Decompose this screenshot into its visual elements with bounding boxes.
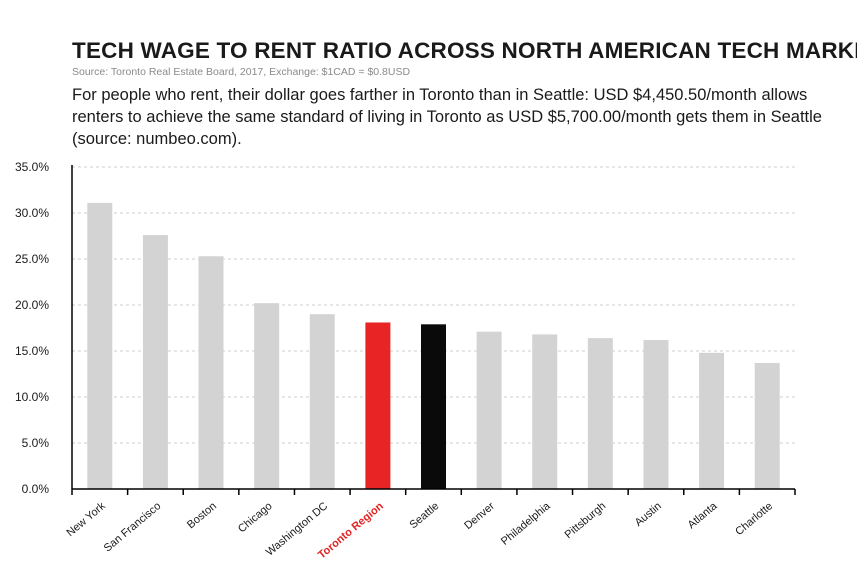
x-category-label: New York: [64, 500, 108, 539]
x-category-label: Atlanta: [686, 500, 721, 532]
y-tick-label: 30.0%: [15, 206, 49, 220]
bar: [699, 352, 725, 489]
bar: [365, 322, 391, 489]
y-tick-label: 10.0%: [15, 390, 49, 404]
x-category-label: San Francisco: [102, 500, 164, 554]
bar: [142, 235, 168, 489]
bar: [87, 202, 113, 489]
bar: [421, 324, 446, 489]
x-category-label: Austin: [633, 500, 664, 529]
x-category-label: Seattle: [407, 500, 441, 531]
bar: [587, 338, 613, 489]
x-category-label: Philadelphia: [499, 500, 553, 548]
bar: [476, 331, 502, 489]
chart-source: Source: Toronto Real Estate Board, 2017,…: [72, 66, 411, 78]
x-category-label: Charlotte: [733, 500, 775, 538]
bar: [254, 303, 280, 489]
y-tick-label: 35.0%: [15, 160, 49, 174]
bar: [754, 362, 780, 489]
x-category-label: Boston: [185, 500, 219, 531]
x-category-label: Pittsburgh: [563, 500, 609, 541]
chart-title: TECH WAGE TO RENT RATIO ACROSS NORTH AME…: [72, 38, 857, 63]
x-category-label: Chicago: [236, 500, 275, 535]
bar: [309, 314, 335, 489]
chart-description: For people who rent, their dollar goes f…: [72, 86, 822, 148]
y-tick-label: 25.0%: [15, 252, 49, 266]
y-tick-label: 5.0%: [22, 436, 50, 450]
bar: [198, 256, 224, 489]
bar: [643, 339, 669, 489]
x-category-label: Denver: [462, 500, 497, 532]
bar: [532, 334, 558, 489]
y-tick-label: 15.0%: [15, 344, 49, 358]
y-tick-label: 20.0%: [15, 298, 49, 312]
y-tick-label: 0.0%: [22, 482, 50, 496]
